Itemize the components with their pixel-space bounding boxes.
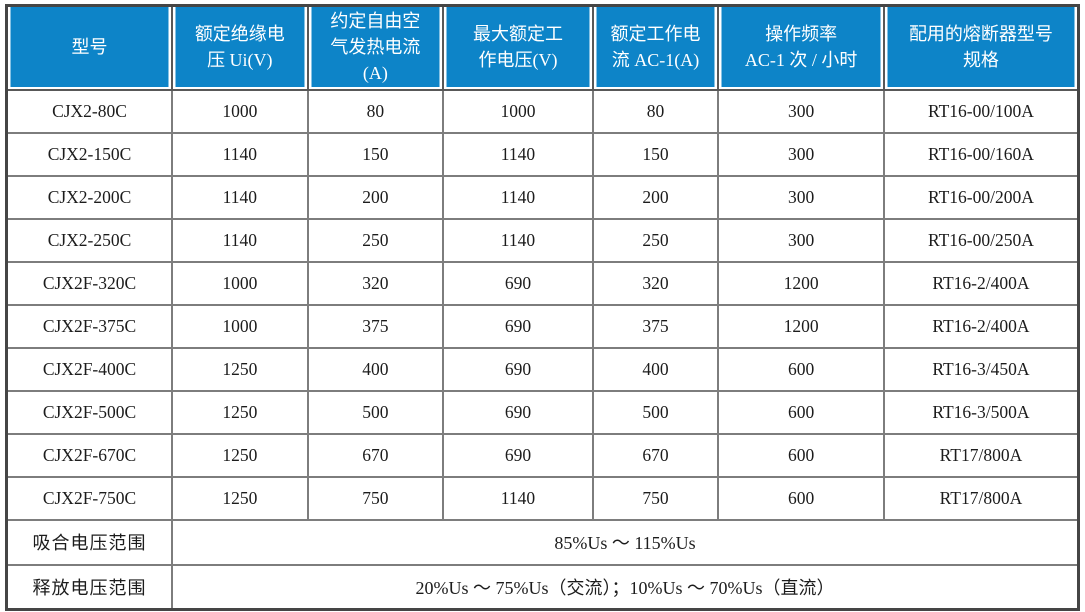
cell-value: 80 bbox=[306, 88, 445, 134]
table-row: CJX2-80C 1000 80 1000 80 300 RT16-00/100… bbox=[5, 88, 1080, 134]
footer-row-release-voltage-range: 释放电压范围 20%Us ～ 75%Us（交流）；10%Us ～ 70%Us（直… bbox=[5, 563, 1080, 611]
cell-value: 1140 bbox=[171, 174, 309, 220]
cell-value: 300 bbox=[717, 88, 885, 134]
cell-value: 300 bbox=[717, 174, 885, 220]
cell-model: CJX2F-750C bbox=[5, 475, 174, 521]
cell-value: 500 bbox=[591, 389, 720, 435]
table-row: CJX2-150C 1140 150 1140 150 300 RT16-00/… bbox=[5, 131, 1080, 177]
col-header-rated-working-current: 额定工作电 流 AC-1(A) bbox=[591, 4, 720, 91]
col-header-max-working-voltage: 最大额定工 作电压(V) bbox=[442, 4, 594, 91]
table-row: CJX2F-320C 1000 320 690 320 1200 RT16-2/… bbox=[5, 260, 1080, 306]
cell-model: CJX2-80C bbox=[5, 88, 174, 134]
cell-value: 500 bbox=[306, 389, 445, 435]
cell-value: 1140 bbox=[442, 174, 594, 220]
cell-fuse: RT17/800A bbox=[882, 475, 1080, 521]
cell-model: CJX2-150C bbox=[5, 131, 174, 177]
col-header-conventional-thermal-current: 约定自由空 气发热电流 (A) bbox=[306, 4, 445, 91]
cell-value: 375 bbox=[591, 303, 720, 349]
col-header-fuse-spec: 配用的熔断器型号 规格 bbox=[882, 4, 1080, 91]
cell-model: CJX2F-400C bbox=[5, 346, 174, 392]
cell-value: 750 bbox=[591, 475, 720, 521]
cell-value: 320 bbox=[306, 260, 445, 306]
cell-value: 600 bbox=[717, 389, 885, 435]
cell-value: 150 bbox=[306, 131, 445, 177]
table-row: CJX2F-670C 1250 670 690 670 600 RT17/800… bbox=[5, 432, 1080, 478]
cell-value: 600 bbox=[717, 432, 885, 478]
table-row: CJX2F-750C 1250 750 1140 750 600 RT17/80… bbox=[5, 475, 1080, 521]
footer-label-release-voltage-range: 释放电压范围 bbox=[5, 563, 174, 611]
cell-value: 1200 bbox=[717, 303, 885, 349]
cell-fuse: RT16-3/450A bbox=[882, 346, 1080, 392]
cell-model: CJX2F-500C bbox=[5, 389, 174, 435]
cell-model: CJX2F-670C bbox=[5, 432, 174, 478]
cell-fuse: RT16-2/400A bbox=[882, 303, 1080, 349]
table-row: CJX2-250C 1140 250 1140 250 300 RT16-00/… bbox=[5, 217, 1080, 263]
cell-value: 750 bbox=[306, 475, 445, 521]
cell-value: 690 bbox=[442, 260, 594, 306]
cell-fuse: RT17/800A bbox=[882, 432, 1080, 478]
cell-value: 400 bbox=[591, 346, 720, 392]
cell-value: 1250 bbox=[171, 346, 309, 392]
col-header-model: 型号 bbox=[5, 4, 174, 91]
cell-value: 400 bbox=[306, 346, 445, 392]
cell-model: CJX2F-320C bbox=[5, 260, 174, 306]
cell-fuse: RT16-00/200A bbox=[882, 174, 1080, 220]
cell-value: 670 bbox=[306, 432, 445, 478]
cell-value: 1000 bbox=[171, 260, 309, 306]
cell-value: 1200 bbox=[717, 260, 885, 306]
cell-value: 250 bbox=[591, 217, 720, 263]
cell-value: 300 bbox=[717, 217, 885, 263]
cell-value: 320 bbox=[591, 260, 720, 306]
cell-value: 200 bbox=[306, 174, 445, 220]
cell-value: 375 bbox=[306, 303, 445, 349]
cell-value: 1140 bbox=[171, 131, 309, 177]
cell-value: 150 bbox=[591, 131, 720, 177]
cell-value: 1250 bbox=[171, 475, 309, 521]
cell-fuse: RT16-00/160A bbox=[882, 131, 1080, 177]
cell-value: 600 bbox=[717, 346, 885, 392]
cell-model: CJX2-250C bbox=[5, 217, 174, 263]
header-row: 型号 额定绝缘电 压 Ui(V) 约定自由空 气发热电流 (A) 最大额定工 作… bbox=[5, 4, 1080, 91]
cell-fuse: RT16-00/250A bbox=[882, 217, 1080, 263]
footer-value-release-voltage-range: 20%Us ～ 75%Us（交流）；10%Us ～ 70%Us（直流） bbox=[171, 563, 1080, 611]
cell-value: 1250 bbox=[171, 389, 309, 435]
table-row: CJX2F-375C 1000 375 690 375 1200 RT16-2/… bbox=[5, 303, 1080, 349]
table-row: CJX2-200C 1140 200 1140 200 300 RT16-00/… bbox=[5, 174, 1080, 220]
cell-value: 300 bbox=[717, 131, 885, 177]
cell-value: 690 bbox=[442, 389, 594, 435]
cell-value: 1000 bbox=[171, 88, 309, 134]
footer-value-pickup-voltage-range: 85%Us ～ 115%Us bbox=[171, 518, 1080, 566]
cell-value: 690 bbox=[442, 432, 594, 478]
cell-value: 1140 bbox=[442, 217, 594, 263]
table-row: CJX2F-500C 1250 500 690 500 600 RT16-3/5… bbox=[5, 389, 1080, 435]
cell-value: 80 bbox=[591, 88, 720, 134]
cell-value: 690 bbox=[442, 303, 594, 349]
cell-value: 690 bbox=[442, 346, 594, 392]
cell-value: 1000 bbox=[442, 88, 594, 134]
cell-value: 1000 bbox=[171, 303, 309, 349]
cell-value: 1140 bbox=[171, 217, 309, 263]
cell-value: 1250 bbox=[171, 432, 309, 478]
cell-model: CJX2F-375C bbox=[5, 303, 174, 349]
cell-fuse: RT16-2/400A bbox=[882, 260, 1080, 306]
footer-label-pickup-voltage-range: 吸合电压范围 bbox=[5, 518, 174, 566]
cell-fuse: RT16-3/500A bbox=[882, 389, 1080, 435]
cell-value: 600 bbox=[717, 475, 885, 521]
cell-model: CJX2-200C bbox=[5, 174, 174, 220]
col-header-rated-insulation-voltage: 额定绝缘电 压 Ui(V) bbox=[171, 4, 309, 91]
cell-value: 250 bbox=[306, 217, 445, 263]
footer-row-pickup-voltage-range: 吸合电压范围 85%Us ～ 115%Us bbox=[5, 518, 1080, 566]
cell-value: 1140 bbox=[442, 131, 594, 177]
cell-value: 1140 bbox=[442, 475, 594, 521]
spec-table: 型号 额定绝缘电 压 Ui(V) 约定自由空 气发热电流 (A) 最大额定工 作… bbox=[5, 4, 1080, 611]
col-header-operating-frequency: 操作频率 AC-1 次 / 小时 bbox=[717, 4, 885, 91]
table-row: CJX2F-400C 1250 400 690 400 600 RT16-3/4… bbox=[5, 346, 1080, 392]
cell-value: 670 bbox=[591, 432, 720, 478]
cell-value: 200 bbox=[591, 174, 720, 220]
cell-fuse: RT16-00/100A bbox=[882, 88, 1080, 134]
